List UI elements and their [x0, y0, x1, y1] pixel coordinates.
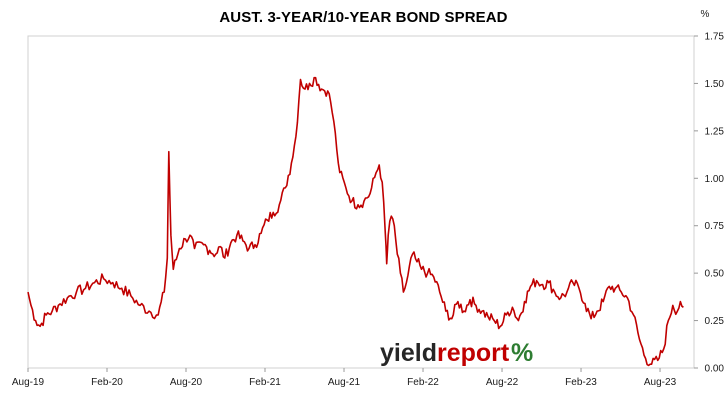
x-tick-label: Aug-19 [12, 377, 45, 388]
x-tick-label: Feb-22 [407, 377, 439, 388]
y-tick-label: 0.00 [705, 364, 725, 375]
x-tick-label: Aug-23 [644, 377, 677, 388]
logo-percent-icon: % [511, 339, 533, 367]
y-tick-label: 1.25 [705, 126, 725, 137]
x-axis: Aug-19 Feb-20 Aug-20 Feb-21 Aug-21 Feb-22 Aug-… [12, 368, 677, 388]
x-tick-label: Aug-21 [328, 377, 361, 388]
y-tick-label: 1.50 [705, 79, 725, 90]
svg-text:yieldreport: yieldreport [380, 339, 510, 367]
logo-text-yield: yield [380, 339, 437, 367]
bond-spread-line [27, 76, 684, 367]
yieldreport-logo: yieldreport % [380, 339, 533, 367]
x-tick-label: Feb-23 [565, 377, 597, 388]
logo-text-report: report [437, 339, 510, 367]
y-tick-label: 0.75 [705, 221, 725, 232]
chart-title: AUST. 3-YEAR/10-YEAR BOND SPREAD [219, 9, 508, 26]
x-tick-label: Feb-20 [91, 377, 123, 388]
y-tick-label: 0.50 [705, 269, 725, 280]
y-axis: 0.00 0.25 0.50 0.75 1.00 1.25 1.50 1.75 [694, 32, 724, 375]
plot-frame [27, 35, 695, 369]
y-tick-label: 0.25 [705, 316, 725, 327]
plot-area-border [27, 35, 695, 369]
y-axis-unit-label: % [701, 9, 710, 20]
x-tick-label: Aug-22 [486, 377, 519, 388]
y-tick-label: 1.75 [705, 32, 725, 43]
y-tick-label: 1.00 [705, 174, 725, 185]
x-tick-label: Feb-21 [249, 377, 281, 388]
x-tick-label: Aug-20 [170, 377, 203, 388]
